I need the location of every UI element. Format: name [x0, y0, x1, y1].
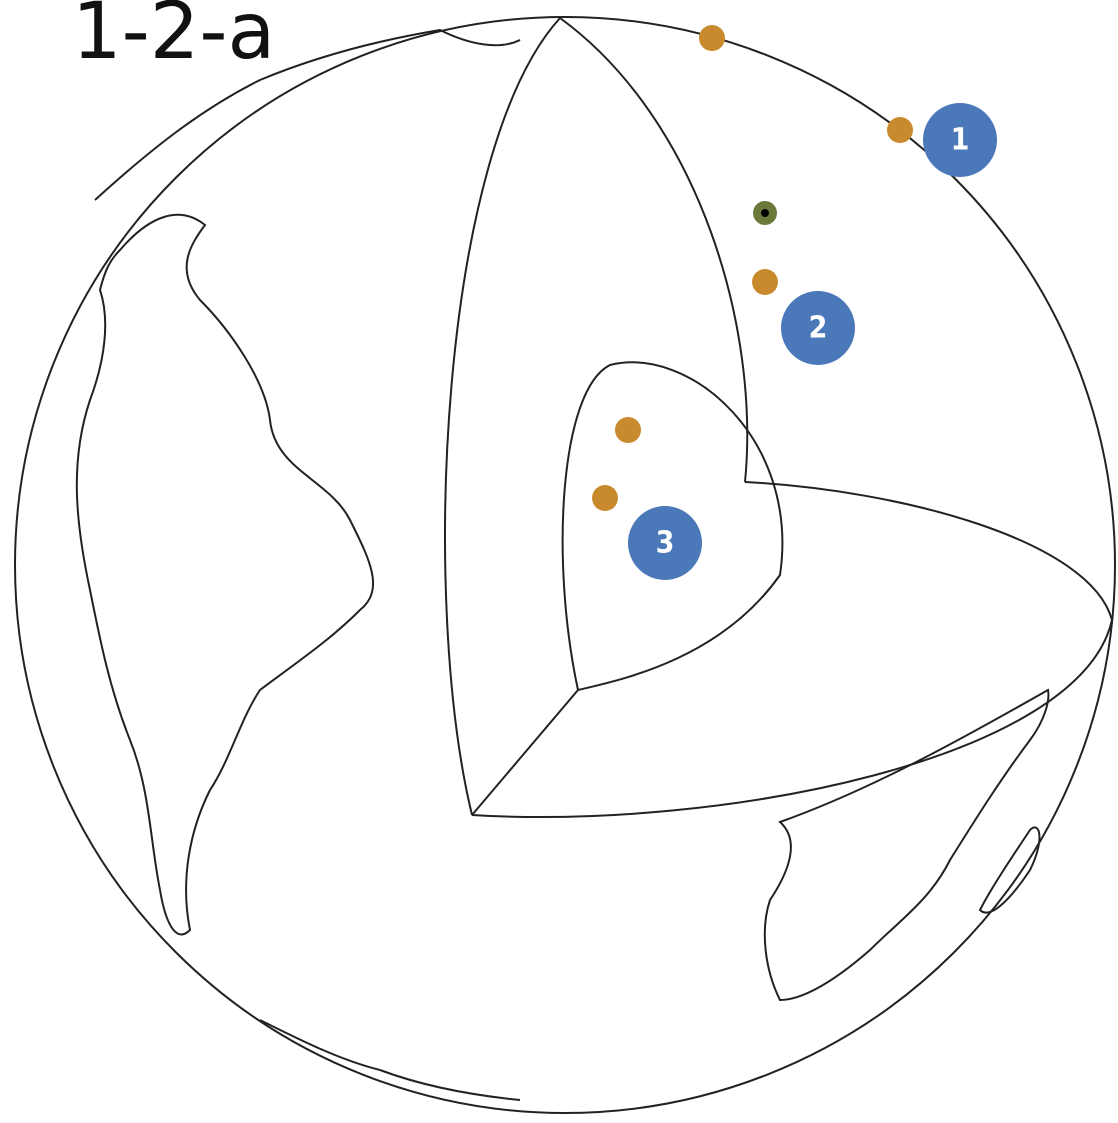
marker-label: 3 [656, 526, 675, 561]
marker-label: 2 [809, 311, 828, 346]
africa [763, 688, 1050, 1002]
core-outline [561, 361, 784, 691]
marker [628, 506, 702, 580]
dots [592, 25, 913, 511]
wedge-top [744, 481, 1113, 621]
marker [781, 291, 855, 365]
dot [592, 485, 618, 511]
title: 1-2-a [72, 0, 275, 77]
wedge-edge [471, 689, 579, 816]
marker-label: 1 [951, 123, 970, 158]
dot [752, 269, 778, 295]
earth-outline [14, 16, 1116, 1114]
madagascar [978, 826, 1041, 914]
dot [615, 417, 641, 443]
south-coast [259, 1019, 521, 1101]
wedge-bottom [471, 619, 1113, 818]
dot [699, 25, 725, 51]
north-america-edge [94, 28, 521, 201]
mantle-cut-right [559, 17, 749, 483]
mantle-cut-left [444, 17, 561, 816]
dark-dot-center [761, 209, 769, 217]
dot [887, 117, 913, 143]
south-america [75, 213, 375, 936]
marker [923, 103, 997, 177]
